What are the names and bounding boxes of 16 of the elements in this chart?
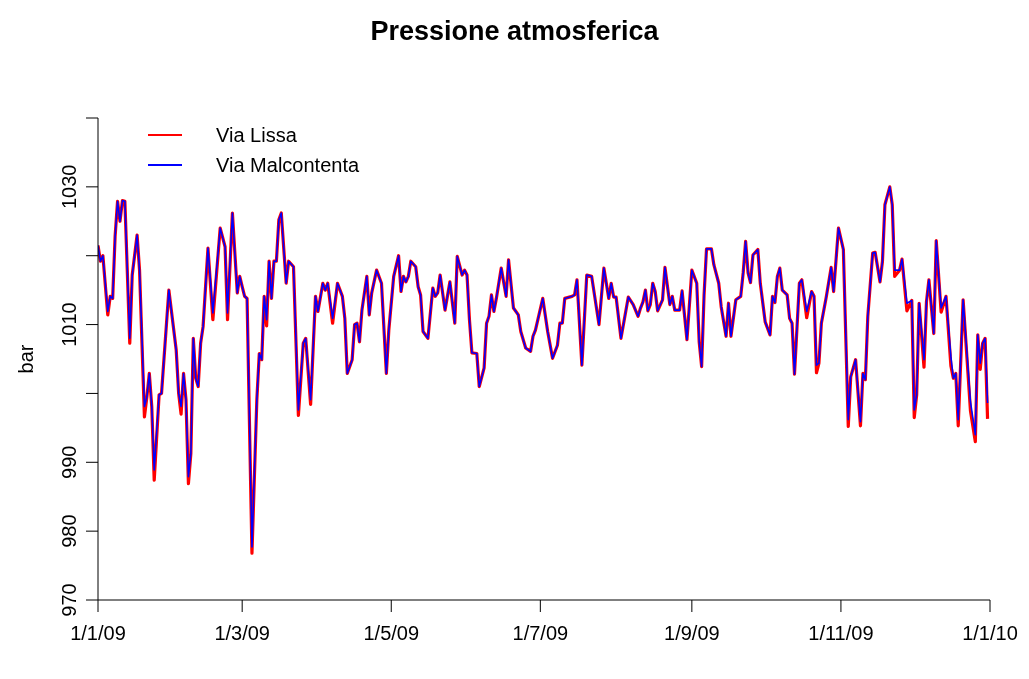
x-tick-label: 1/9/09 — [664, 622, 720, 644]
x-tick-label: 1/1/09 — [70, 622, 126, 644]
x-tick-label: 1/7/09 — [512, 622, 569, 644]
x-tick-label: 1/1/10 — [962, 622, 1018, 644]
x-tick-label: 1/3/09 — [214, 622, 270, 644]
y-axis-title: bar — [15, 344, 38, 374]
legend-label: Via Lissa — [216, 123, 297, 148]
x-tick-label: 1/5/09 — [363, 622, 420, 644]
y-tick-label: 990 — [58, 445, 80, 479]
y-tick-label: 980 — [58, 514, 80, 548]
y-tick-label: 1030 — [58, 164, 80, 210]
legend-label: Via Malcontenta — [216, 153, 360, 178]
x-tick-label: 1/11/09 — [808, 622, 874, 644]
y-tick-label: 970 — [58, 583, 80, 617]
chart-title: Pressione atmosferica — [369, 16, 660, 47]
y-tick-label: 1010 — [58, 302, 80, 347]
